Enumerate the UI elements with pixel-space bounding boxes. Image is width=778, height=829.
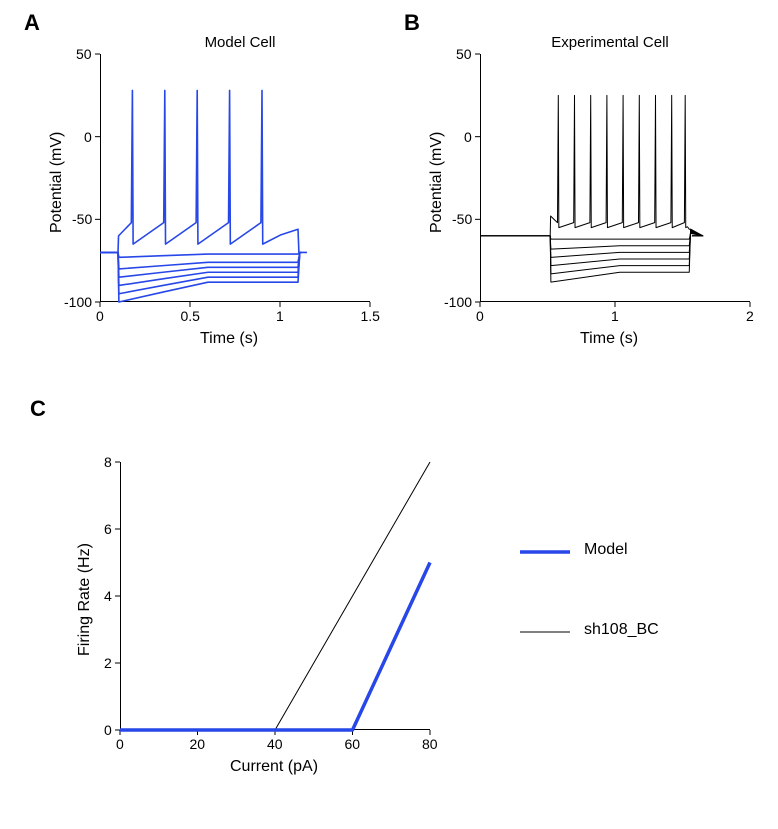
tick-label: 0 — [116, 736, 124, 752]
tick-label: -50 — [452, 211, 472, 227]
panel-a-xlabel: Time (s) — [200, 330, 258, 348]
tick-label: 1 — [611, 308, 619, 324]
tick-label: 0.5 — [181, 308, 200, 324]
panel-b-title: Experimental Cell — [510, 34, 710, 51]
tick-label: 60 — [345, 736, 361, 752]
tick-label: -100 — [444, 294, 472, 310]
tick-label: 8 — [104, 454, 112, 470]
legend-label-sh108: sh108_BC — [584, 621, 659, 639]
panel-c-plot — [120, 462, 430, 730]
tick-label: 0 — [96, 308, 104, 324]
panel-b-xlabel: Time (s) — [580, 330, 638, 348]
panel-a-title: Model Cell — [140, 34, 340, 51]
tick-label: 2 — [104, 655, 112, 671]
tick-label: 6 — [104, 521, 112, 537]
tick-label: 50 — [76, 46, 92, 62]
tick-label: 50 — [456, 46, 472, 62]
tick-label: 2 — [746, 308, 754, 324]
legend-swatch-sh108 — [520, 622, 570, 642]
panel-b-plot — [480, 54, 750, 302]
panel-label-b: B — [404, 10, 420, 36]
legend-label-model: Model — [584, 541, 628, 559]
panel-b-ylabel: Potential (mV) — [428, 132, 446, 233]
panel-a-plot — [100, 54, 370, 302]
panel-label-a: A — [24, 10, 40, 36]
legend-swatch-model — [520, 542, 570, 562]
tick-label: 0 — [84, 129, 92, 145]
panel-c-xlabel: Current (pA) — [230, 758, 318, 776]
tick-label: 0 — [464, 129, 472, 145]
panel-c-ylabel: Firing Rate (Hz) — [76, 543, 94, 656]
tick-label: 80 — [422, 736, 438, 752]
tick-label: 20 — [190, 736, 206, 752]
tick-label: 40 — [267, 736, 283, 752]
panel-label-c: C — [30, 396, 46, 422]
tick-label: -50 — [72, 211, 92, 227]
panel-a-ylabel: Potential (mV) — [48, 132, 66, 233]
tick-label: 4 — [104, 588, 112, 604]
tick-label: 1.5 — [361, 308, 380, 324]
tick-label: 0 — [476, 308, 484, 324]
tick-label: 1 — [276, 308, 284, 324]
tick-label: -100 — [64, 294, 92, 310]
tick-label: 0 — [104, 722, 112, 738]
